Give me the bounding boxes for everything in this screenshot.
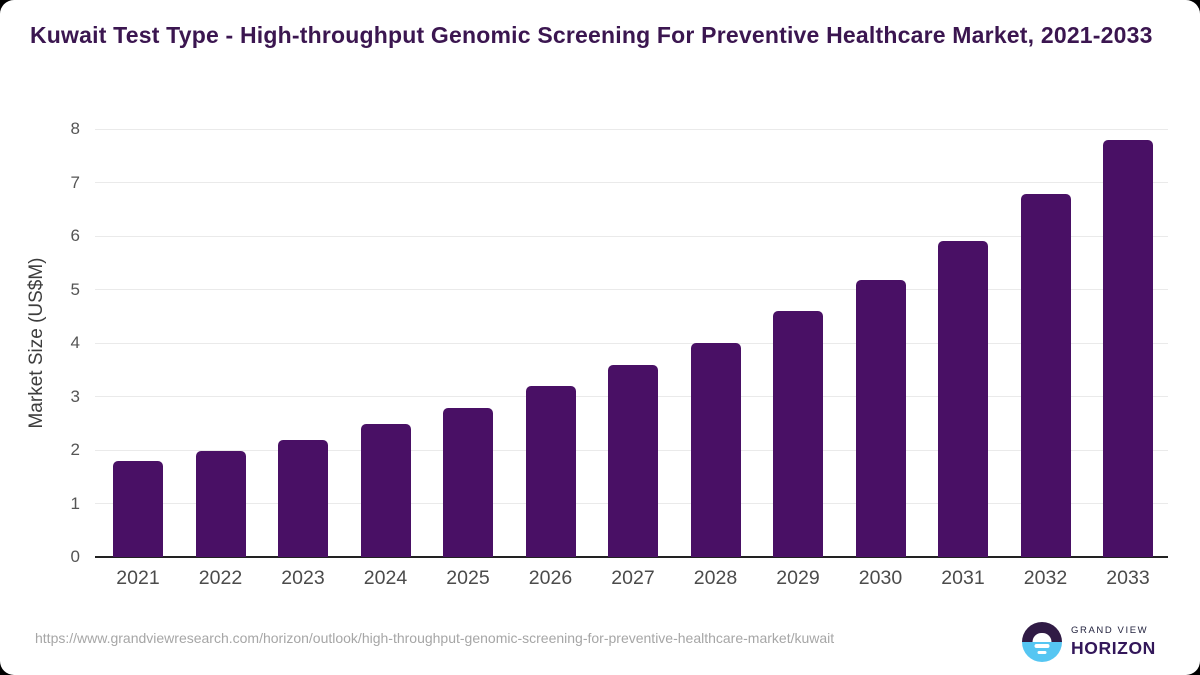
y-axis-ticks: 0 1 2 3 4 5 6 7 8 xyxy=(0,119,80,566)
bar-2026 xyxy=(525,385,576,557)
y-tick-label-2: 2 xyxy=(70,440,80,459)
chart-title: Kuwait Test Type - High-throughput Genom… xyxy=(30,22,1153,48)
x-tick-label-2032: 2032 xyxy=(1023,567,1068,589)
x-tick-label-2025: 2025 xyxy=(446,567,490,589)
y-tick-label-0: 0 xyxy=(70,547,80,566)
y-tick-label-4: 4 xyxy=(70,333,80,352)
bar-2022 xyxy=(195,451,246,557)
gridline-5 xyxy=(95,289,1168,290)
x-tick-label-2030: 2030 xyxy=(858,567,903,589)
y-tick-label-1: 1 xyxy=(70,493,80,513)
x-tick-label-2022: 2022 xyxy=(198,567,243,589)
bar-2021 xyxy=(113,460,163,557)
plot-area xyxy=(95,128,1168,558)
x-tick-label-2027: 2027 xyxy=(611,567,655,589)
x-tick-label-2026: 2026 xyxy=(528,567,573,589)
logo-brand-name: GRAND VIEW xyxy=(1071,625,1149,636)
bar-2024 xyxy=(360,424,411,557)
source-url: https://www.grandviewresearch.com/horizo… xyxy=(35,630,835,646)
x-tick-label-2023: 2023 xyxy=(281,567,325,589)
horizon-line-icon xyxy=(1034,644,1050,648)
y-tick-label-5: 5 xyxy=(70,279,80,299)
bar-2029 xyxy=(773,310,823,557)
y-tick-label-8: 8 xyxy=(70,119,80,138)
bar-2027 xyxy=(608,365,658,557)
gridline-4 xyxy=(95,342,1168,344)
gridline-8 xyxy=(95,128,1168,130)
x-axis-labels: 2021 2022 2023 2024 2025 2026 2027 2028 2029 2030… xyxy=(95,567,1168,595)
bar-2030 xyxy=(855,279,906,557)
y-tick-label-6: 6 xyxy=(70,226,80,245)
x-tick-label-2021: 2021 xyxy=(116,567,160,589)
x-tick-label-2029: 2029 xyxy=(776,567,820,589)
grandview-horizon-logo: GRAND VIEW HORIZON xyxy=(1022,622,1156,662)
sun-dome-icon xyxy=(1032,633,1052,642)
x-tick-label-2033: 2033 xyxy=(1106,567,1150,589)
y-tick-label-7: 7 xyxy=(70,172,80,192)
y-tick-label-3: 3 xyxy=(70,386,80,406)
logo-text: GRAND VIEW HORIZON xyxy=(1071,625,1156,659)
bar-2031 xyxy=(938,241,988,557)
bar-2028 xyxy=(690,343,741,557)
bar-2023 xyxy=(278,440,328,557)
bar-2032 xyxy=(1020,194,1071,557)
x-tick-label-2031: 2031 xyxy=(941,567,985,589)
bar-2025 xyxy=(443,408,493,557)
x-axis-line xyxy=(95,556,1168,558)
horizon-logo-icon xyxy=(1022,622,1062,662)
gridline-6 xyxy=(95,235,1168,237)
x-tick-label-2028: 2028 xyxy=(693,567,738,589)
logo-product-name: HORIZON xyxy=(1071,638,1156,658)
gridline-7 xyxy=(95,182,1168,183)
x-tick-label-2024: 2024 xyxy=(363,567,408,589)
bar-2033 xyxy=(1103,139,1153,557)
horizon-line-short-icon xyxy=(1037,650,1047,654)
